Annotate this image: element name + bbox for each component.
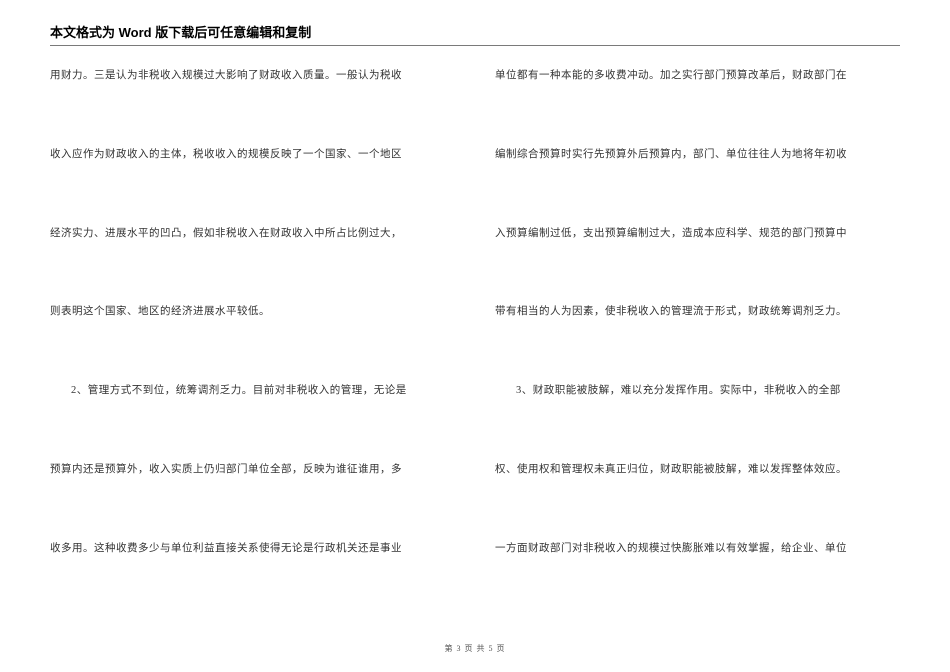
body-text: 预算内还是预算外，收入实质上仍归部门单位全部，反映为谁征谁用，多 [50, 462, 455, 478]
header-underline [50, 45, 900, 46]
body-text: 带有相当的人为因素，使非税收入的管理流于形式，财政统筹调剂乏力。 [495, 304, 900, 320]
body-text: 收入应作为财政收入的主体，税收收入的规模反映了一个国家、一个地区 [50, 147, 455, 163]
body-text: 收多用。这种收费多少与单位利益直接关系使得无论是行政机关还是事业 [50, 541, 455, 557]
body-text: 权、使用权和管理权未真正归位，财政职能被肢解，难以发挥整体效应。 [495, 462, 900, 478]
body-text: 经济实力、进展水平的凹凸，假如非税收入在财政收入中所占比例过大， [50, 226, 455, 242]
body-text: 入预算编制过低，支出预算编制过大，造成本应科学、规范的部门预算中 [495, 226, 900, 242]
header-title: 本文格式为 Word 版下载后可任意编辑和复制 [50, 22, 900, 45]
page-footer: 第 3 页 共 5 页 [0, 643, 950, 654]
page-header: 本文格式为 Word 版下载后可任意编辑和复制 [50, 22, 900, 46]
body-text: 编制综合预算时实行先预算外后预算内，部门、单位往往人为地将年初收 [495, 147, 900, 163]
body-text: 则表明这个国家、地区的经济进展水平较低。 [50, 304, 455, 320]
right-column: 单位都有一种本能的多收费冲动。加之实行部门预算改革后，财政部门在 编制综合预算时… [495, 68, 900, 622]
content-area: 用财力。三是认为非税收入规模过大影响了财政收入质量。一般认为税收 收入应作为财政… [50, 68, 900, 622]
body-text: 用财力。三是认为非税收入规模过大影响了财政收入质量。一般认为税收 [50, 68, 455, 84]
body-text: 3、财政职能被肢解，难以充分发挥作用。实际中，非税收入的全部 [495, 383, 900, 399]
body-text: 一方面财政部门对非税收入的规模过快膨胀难以有效掌握，给企业、单位 [495, 541, 900, 557]
left-column: 用财力。三是认为非税收入规模过大影响了财政收入质量。一般认为税收 收入应作为财政… [50, 68, 455, 622]
body-text: 单位都有一种本能的多收费冲动。加之实行部门预算改革后，财政部门在 [495, 68, 900, 84]
body-text: 2、管理方式不到位，统筹调剂乏力。目前对非税收入的管理，无论是 [50, 383, 455, 399]
